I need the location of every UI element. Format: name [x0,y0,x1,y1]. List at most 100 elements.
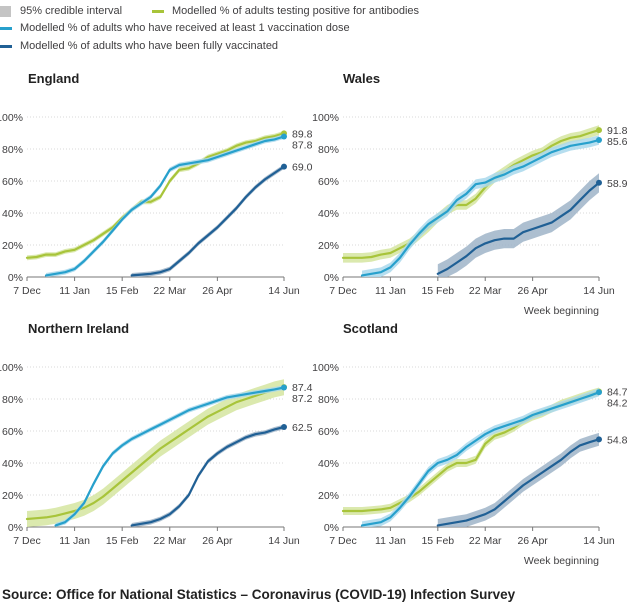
series-line-first_dose [360,391,601,527]
source-note: Source: Office for National Statistics –… [2,587,516,602]
end-point-first_dose [596,389,602,396]
ci-band-fully [131,164,284,277]
series-line-antibodies [25,386,286,521]
y-tick-label: 80% [318,144,339,156]
end-value-label-fully: 58.9 [607,178,628,190]
y-tick-label: 40% [2,458,23,470]
end-point-fully [281,163,287,170]
ci-band-fully [437,173,599,277]
series-line-fully [130,165,286,277]
ci-swatch [0,6,11,17]
end-value-label-antibodies: 91.8 [607,125,628,137]
ci-band-first_dose [46,134,284,277]
end-point-first_dose [281,384,287,391]
legend-label-antibodies: Modelled % of adults testing positive fo… [172,5,420,17]
end-value-label-first_dose: 85.6 [607,136,628,148]
y-tick-label: 80% [2,144,23,156]
x-tick-label: 14 Jun [583,535,615,547]
y-tick-label: 100% [312,362,339,374]
y-tick-label: 60% [2,426,23,438]
y-tick-label: 20% [318,490,339,502]
legend-label-ci: 95% credible interval [20,5,123,17]
series-line-antibodies [25,132,286,259]
legend-label-first-dose: Modelled % of adults who have received a… [20,22,350,34]
first-dose-swatch [0,27,12,30]
ci-band-antibodies [343,125,599,263]
series-line-fully [436,181,601,275]
x-tick-label: 26 Apr [202,535,233,547]
y-tick-label: 100% [0,362,23,374]
y-tick-label: 0% [324,272,339,284]
series-line-first_dose [44,135,286,277]
end-point-antibodies [596,127,602,134]
end-value-label-first_dose: 84.2 [607,397,628,409]
x-tick-label: 15 Feb [421,285,454,297]
y-tick-label: 60% [318,426,339,438]
x-tick-label: 11 Jan [59,285,90,297]
end-point-first_dose [596,137,602,144]
y-tick-label: 60% [2,176,23,188]
end-value-label-fully: 62.5 [292,422,313,434]
x-tick-label: 7 Dec [13,285,40,297]
x-tick-label: 14 Jun [268,535,300,547]
series-line-antibodies [341,129,601,259]
y-tick-label: 100% [312,112,339,124]
legend-label-fully-vaccinated: Modelled % of adults who have been fully… [20,40,279,52]
x-tick-label: 11 Jan [375,285,406,297]
chart-area: England 0% 20% 40% 60% 80% 100% 7 Dec 11 Jan 15 F… [0,71,628,567]
panel-title: England [28,71,79,86]
y-tick-label: 40% [318,208,339,220]
end-point-fully [281,424,287,430]
x-tick-label: 22 Mar [469,535,502,547]
series-line-first_dose [360,138,601,277]
y-tick-label: 20% [318,240,339,252]
y-tick-label: 60% [318,176,339,188]
y-tick-label: 40% [2,208,23,220]
x-tick-label: 14 Jun [583,285,615,297]
x-tick-label: 14 Jun [268,285,300,297]
y-tick-label: 40% [318,458,339,470]
fully-vaccinated-swatch [0,45,12,48]
ci-band-fully [437,432,599,527]
y-tick-label: 20% [2,490,23,502]
x-tick-label: 22 Mar [153,535,186,547]
antibodies-swatch [152,10,164,13]
x-tick-label: 7 Dec [329,285,356,297]
y-tick-label: 20% [2,240,23,252]
x-tick-label: 7 Dec [329,535,356,547]
x-axis-label: Week beginning [524,555,599,567]
end-point-fully [596,436,602,443]
end-value-label-antibodies: 87.4 [292,382,313,394]
end-value-label-fully: 54.8 [607,434,628,446]
x-tick-label: 26 Apr [517,285,548,297]
end-value-label-antibodies: 84.7 [607,386,628,398]
end-point-fully [596,179,602,186]
y-tick-label: 0% [8,272,23,284]
ci-band-fully [131,424,284,527]
end-value-label-antibodies: 89.8 [292,128,313,140]
end-value-label-fully: 69.0 [292,162,313,174]
x-tick-label: 22 Mar [153,285,186,297]
legend: 95% credible interval Modelled % of adul… [0,0,638,60]
x-tick-label: 11 Jan [375,535,406,547]
series-line-first_dose [54,386,286,527]
x-tick-label: 26 Apr [517,535,548,547]
panel-title: Northern Ireland [28,321,129,336]
y-tick-label: 100% [0,112,23,124]
panel-title: Wales [343,71,380,86]
end-value-label-first_dose: 87.8 [292,139,313,151]
y-tick-label: 0% [324,522,339,534]
ci-band-first_dose [362,388,599,527]
series-line-fully [130,425,286,527]
y-tick-label: 0% [8,522,23,534]
x-tick-label: 26 Apr [202,285,233,297]
end-value-label-first_dose: 87.2 [292,393,313,405]
ci-band-first_dose [362,135,599,277]
series-line-fully [436,438,601,527]
x-tick-label: 15 Feb [106,285,139,297]
end-point-first_dose [281,133,287,140]
x-tick-label: 15 Feb [106,535,139,547]
panel-title: Scotland [343,321,398,336]
ci-band-antibodies [343,387,599,515]
x-tick-label: 7 Dec [13,535,40,547]
